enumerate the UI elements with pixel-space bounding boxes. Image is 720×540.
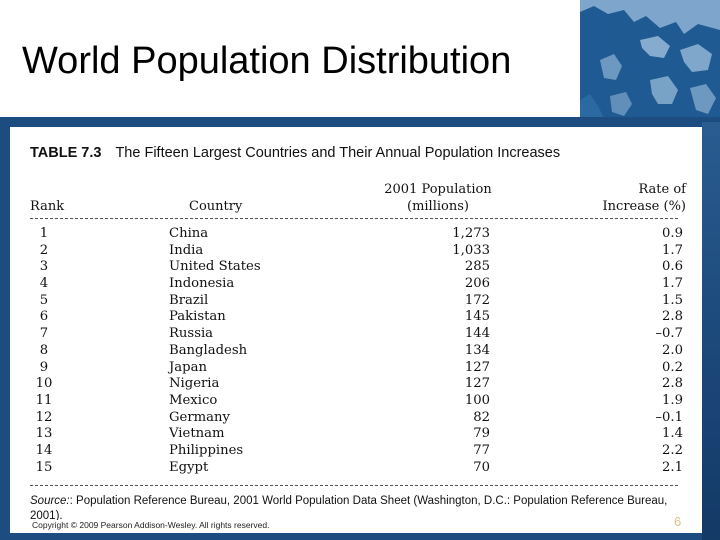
cell-country: Brazil (169, 292, 209, 308)
cell-rate: 1.7 (662, 242, 683, 258)
cell-population: 70 (473, 459, 490, 475)
cell-rate: 0.2 (662, 359, 683, 375)
cell-population: 1,273 (452, 226, 490, 241)
header-rule (30, 218, 678, 219)
cell-population: 134 (464, 342, 490, 358)
cell-rank: 3 (39, 259, 49, 275)
cell-population: 285 (464, 259, 490, 275)
cell-population: 127 (464, 376, 490, 392)
cell-population: 206 (464, 276, 490, 292)
copyright-notice: Copyright © 2009 Pearson Addison-Wesley.… (30, 520, 272, 530)
cell-rate: 0.6 (662, 259, 683, 275)
cell-rank: 10 (35, 376, 53, 392)
cell-country: Egypt (169, 459, 209, 475)
cell-rank: 11 (35, 392, 53, 408)
table-caption-text: The Fifteen Largest Countries and Their … (115, 145, 561, 161)
table-row: 10 Nigeria 127 2.8 (30, 376, 690, 393)
cell-rate: 1.9 (662, 392, 683, 408)
header-population-line2: (millions) (407, 199, 469, 214)
cell-rate: 1.4 (662, 426, 683, 442)
table-source: Source:: Population Reference Bureau, 20… (30, 494, 690, 524)
cell-rate: 2.1 (662, 459, 683, 475)
table-row: 8 Bangladesh 134 2.0 (30, 343, 690, 360)
cell-rank: 13 (35, 426, 53, 442)
cell-country: United States (169, 259, 261, 275)
table-caption: TABLE 7.3 The Fifteen Largest Countries a… (30, 145, 560, 161)
cell-population: 144 (464, 326, 490, 342)
footer-rule (30, 485, 678, 486)
cell-country: Nigeria (169, 376, 220, 392)
cell-country: India (169, 242, 204, 258)
cell-country: Germany (169, 409, 230, 425)
table-number: TABLE 7.3 (30, 145, 102, 161)
cell-rate: 1.7 (662, 276, 683, 292)
table-row: 7 Russia 144 –0.7 (30, 326, 690, 343)
header-rate-line2: Increase (%) (602, 199, 686, 214)
header-population-line1: 2001 Population (384, 182, 492, 197)
world-map-icon (580, 0, 720, 122)
cell-country: Pakistan (169, 309, 226, 325)
cell-rate: 2.0 (662, 342, 683, 358)
table-row: 3 United States 285 0.6 (30, 259, 690, 276)
cell-rate: –0.7 (655, 326, 683, 342)
cell-population: 100 (464, 392, 490, 408)
table-row: 11 Mexico 100 1.9 (30, 393, 690, 410)
cell-rate: 2.8 (662, 376, 683, 392)
table-row: 13 Vietnam 79 1.4 (30, 426, 690, 443)
header-rate: Rate of Increase (%) (566, 181, 686, 215)
cell-rate: –0.1 (655, 409, 683, 425)
cell-rate: 1.5 (662, 292, 683, 308)
band-shade (702, 122, 720, 540)
slide-title: World Population Distribution (22, 40, 512, 82)
cell-rank: 4 (39, 276, 49, 292)
cell-country: Indonesia (169, 276, 235, 292)
cell-population: 145 (464, 309, 490, 325)
cell-country: Mexico (169, 392, 218, 408)
table-image (10, 127, 702, 533)
cell-rank: 2 (39, 242, 49, 258)
cell-rank: 7 (39, 326, 49, 342)
cell-country: Vietnam (169, 426, 225, 442)
cell-rate: 2.8 (662, 309, 683, 325)
table-body: 1 China 1,273 0.9 2 India 1,033 1.7 3 United St… (30, 226, 690, 476)
table-row: 5 Brazil 172 1.5 (30, 293, 690, 310)
cell-population: 1,033 (452, 242, 490, 258)
cell-country: China (169, 226, 209, 241)
table-row: 2 India 1,033 1.7 (30, 243, 690, 260)
header-rank: Rank (30, 199, 65, 214)
cell-rank: 12 (35, 409, 53, 425)
table-row: 12 Germany 82 –0.1 (30, 410, 690, 427)
table-row: 14 Philippines 77 2.2 (30, 443, 690, 460)
cell-country: Japan (169, 359, 207, 375)
page-number: 6 (674, 514, 682, 529)
cell-rate: 2.2 (662, 442, 683, 458)
cell-population: 77 (473, 442, 490, 458)
table-row: 9 Japan 127 0.2 (30, 360, 690, 377)
source-text: : Population Reference Bureau, 2001 Worl… (30, 495, 668, 522)
cell-population: 79 (473, 426, 490, 442)
cell-rate: 0.9 (662, 226, 683, 241)
cell-rank: 5 (39, 292, 49, 308)
cell-rank: 8 (39, 342, 49, 358)
cell-rank: 6 (39, 309, 49, 325)
table-row: 6 Pakistan 145 2.8 (30, 309, 690, 326)
cell-rank: 15 (35, 459, 53, 475)
cell-population: 172 (464, 292, 490, 308)
table-row: 4 Indonesia 206 1.7 (30, 276, 690, 293)
source-label: Source: (30, 495, 70, 507)
cell-country: Bangladesh (169, 342, 248, 358)
table-row: 1 China 1,273 0.9 (30, 226, 690, 243)
cell-rank: 1 (39, 226, 49, 241)
cell-population: 127 (464, 359, 490, 375)
cell-rank: 14 (35, 442, 53, 458)
cell-population: 82 (473, 409, 490, 425)
cell-country: Russia (169, 326, 214, 342)
header-population: 2001 Population (millions) (370, 181, 506, 215)
header-rate-line1: Rate of (638, 182, 686, 197)
header-country: Country (189, 199, 243, 214)
cell-rank: 9 (39, 359, 49, 375)
table-row: 15 Egypt 70 2.1 (30, 460, 690, 477)
cell-country: Philippines (169, 442, 244, 458)
